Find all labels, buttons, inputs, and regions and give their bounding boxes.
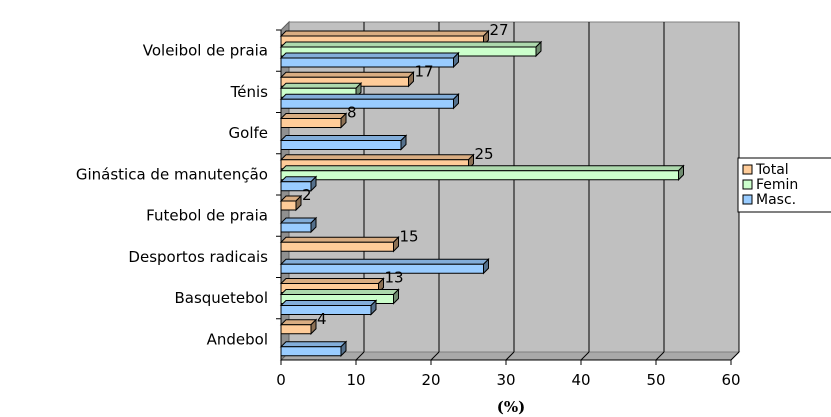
data-label: 13	[385, 269, 404, 287]
bar-top	[279, 319, 318, 326]
bar-top	[279, 113, 348, 119]
category-label: Ténis	[230, 83, 269, 101]
legend-swatch	[742, 164, 753, 175]
bar	[280, 241, 394, 252]
x-tick-label: 20	[421, 371, 440, 389]
bar-top	[279, 176, 318, 183]
bar-top	[279, 30, 490, 37]
bar	[280, 140, 402, 150]
data-label: 17	[415, 62, 434, 80]
bar-top	[279, 341, 348, 348]
gridline-floor	[505, 351, 515, 361]
bar-top	[279, 300, 378, 306]
bar-top	[279, 135, 408, 141]
data-label: 27	[490, 21, 509, 39]
bar-top	[279, 217, 318, 224]
legend-label: Total	[755, 162, 789, 178]
x-axis-title: (%)	[497, 398, 525, 416]
legend-label: Femin	[756, 177, 798, 193]
bar-top	[279, 93, 460, 100]
data-label: 2	[302, 186, 312, 204]
gridline-floor	[430, 351, 440, 361]
category-label: Basquetebol	[174, 289, 268, 307]
bar-top	[279, 52, 460, 59]
bar-top	[279, 154, 475, 161]
x-tick-label: 0	[276, 371, 286, 389]
bar	[280, 222, 312, 233]
labels-group: 0 10 20 30 40 50 60 Voleibol de praia 27 Ténis 17 G…	[76, 21, 741, 389]
bar-top	[279, 278, 385, 284]
bar	[280, 346, 342, 357]
category-label: Futebol de praia	[146, 207, 268, 225]
data-label: 25	[475, 145, 494, 163]
bar-top	[279, 289, 400, 295]
legend-swatch	[742, 194, 753, 205]
bar-top	[279, 71, 415, 78]
category-label: Desportos radicais	[128, 248, 268, 266]
category-label: Andebol	[207, 330, 268, 348]
bar	[280, 98, 454, 109]
gridline-floor	[730, 351, 740, 361]
bar-top	[279, 236, 400, 243]
gridline-floor	[655, 351, 665, 361]
data-label: 4	[317, 310, 327, 328]
bar-top	[279, 258, 490, 265]
gridlines	[355, 22, 740, 361]
x-tick-label: 30	[496, 371, 515, 389]
x-tick-label: 60	[721, 371, 740, 389]
x-tick-label: 40	[571, 371, 590, 389]
bar	[280, 170, 679, 181]
bar	[280, 118, 342, 128]
legend-box	[737, 157, 831, 213]
legend-swatch	[742, 179, 753, 190]
data-label: 8	[347, 104, 357, 122]
category-label: Ginástica de manutenção	[76, 165, 268, 183]
gridline-floor	[580, 351, 590, 361]
data-label: 15	[400, 227, 419, 245]
axes-group	[276, 29, 732, 365]
x-tick-label: 50	[646, 371, 665, 389]
x-tick-label: 10	[346, 371, 365, 389]
bar-top	[279, 165, 685, 172]
bar-top	[279, 82, 363, 89]
bar	[280, 324, 312, 335]
category-label: Golfe	[229, 124, 268, 142]
bar	[280, 263, 484, 274]
bar-top	[279, 41, 543, 48]
bar	[280, 200, 297, 211]
category-label: Voleibol de praia	[143, 42, 268, 60]
legend-label: Masc.	[756, 192, 796, 208]
gridline-floor	[355, 351, 365, 361]
bars-group	[279, 29, 685, 357]
